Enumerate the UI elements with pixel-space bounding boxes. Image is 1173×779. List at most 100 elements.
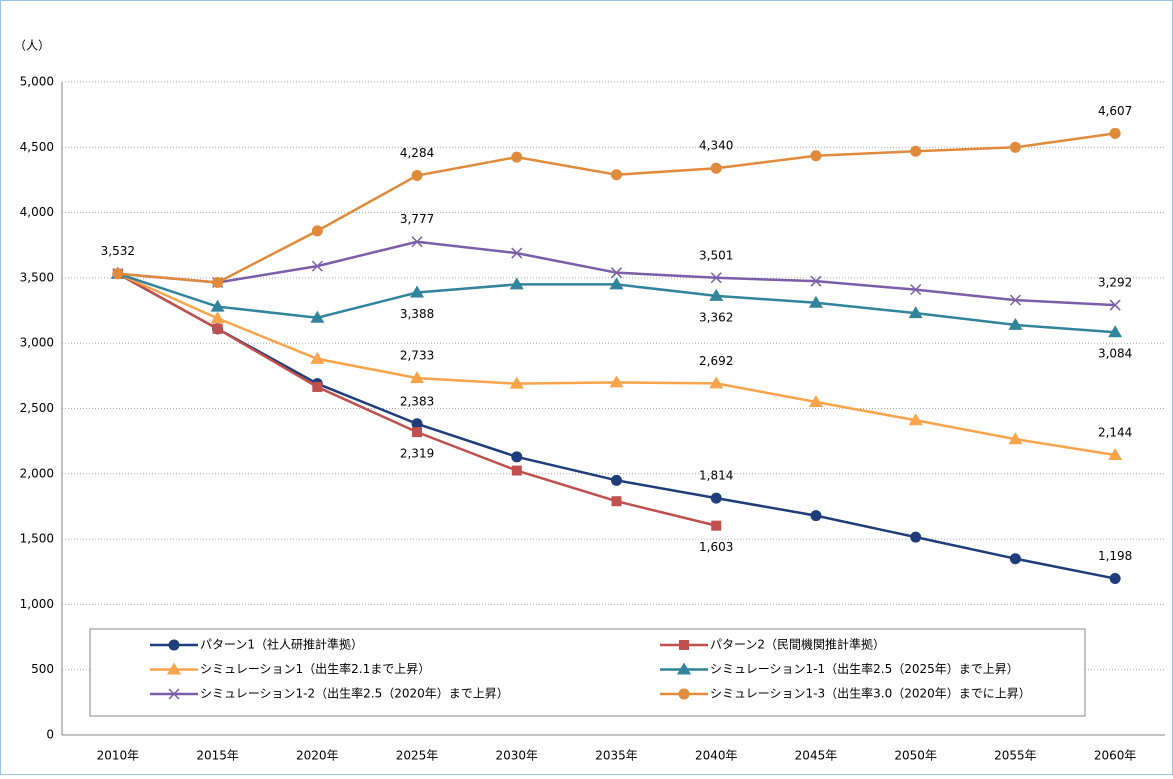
marker — [511, 465, 522, 476]
marker — [310, 351, 325, 364]
y-tick-label: 4,000 — [20, 205, 54, 219]
legend-label: シミュレーション1（出生率2.1まで上昇） — [200, 661, 430, 676]
marker — [710, 272, 722, 284]
y-tick-label: 5,000 — [20, 75, 54, 89]
y-tick-label: 0 — [46, 728, 54, 742]
marker — [210, 311, 225, 324]
marker — [410, 371, 425, 384]
x-tick-label: 2020年 — [296, 749, 339, 763]
y-tick-label: 2,500 — [20, 401, 54, 415]
marker — [210, 299, 225, 312]
marker — [1108, 325, 1123, 338]
data-label: 2,144 — [1098, 425, 1132, 439]
marker — [511, 451, 523, 463]
marker — [709, 288, 724, 301]
marker — [609, 277, 624, 290]
marker — [509, 376, 524, 389]
marker — [310, 310, 325, 323]
marker — [910, 531, 922, 543]
data-label: 3,777 — [400, 212, 434, 226]
marker — [411, 418, 423, 430]
x-tick-label: 2040年 — [695, 749, 738, 763]
legend-item: パターン2（民間機関推計準拠） — [660, 637, 885, 652]
marker — [710, 492, 722, 504]
marker — [511, 247, 523, 259]
legend-label: シミュレーション1-3（出生率3.0（2020年）までに上昇） — [710, 686, 1031, 701]
legend-item: シミュレーション1-2（出生率2.5（2020年）まで上昇） — [150, 686, 509, 701]
data-label: 3,292 — [1098, 276, 1132, 290]
data-label: 4,607 — [1098, 104, 1132, 118]
x-tick-label: 2060年 — [1094, 749, 1137, 763]
x-tick-label: 2025年 — [396, 749, 439, 763]
data-label: 2,319 — [400, 447, 434, 461]
marker — [1109, 127, 1121, 139]
y-tick-label: 1,500 — [20, 532, 54, 546]
marker — [1009, 141, 1021, 153]
x-tick-label: 2035年 — [595, 749, 638, 763]
data-label: 3,501 — [699, 248, 733, 262]
y-tick-label: 3,000 — [20, 336, 54, 350]
marker — [808, 394, 823, 407]
legend-item: シミュレーション1-3（出生率3.0（2020年）までに上昇） — [660, 686, 1031, 701]
y-unit: （人） — [14, 39, 50, 53]
legend-item: パターン1（社人研推計準拠） — [150, 637, 363, 652]
data-label: 4,340 — [699, 139, 733, 153]
y-tick-label: 4,500 — [20, 140, 54, 154]
legend-label: パターン1（社人研推計準拠） — [200, 637, 363, 652]
data-label: 3,388 — [400, 307, 434, 321]
marker — [212, 323, 223, 334]
marker — [679, 640, 689, 650]
marker — [711, 520, 722, 531]
marker — [411, 236, 423, 248]
marker — [910, 284, 922, 296]
marker — [1009, 294, 1021, 306]
marker — [1008, 317, 1023, 330]
marker — [1109, 573, 1121, 585]
marker — [411, 170, 423, 182]
data-label: 1,603 — [699, 540, 733, 554]
marker — [677, 662, 691, 675]
marker — [609, 375, 624, 388]
marker — [311, 260, 323, 272]
x-tick-label: 2045年 — [795, 749, 838, 763]
y-tick-label: 3,500 — [20, 270, 54, 284]
marker — [167, 662, 181, 675]
marker — [410, 285, 425, 298]
marker — [1109, 299, 1121, 311]
marker — [611, 169, 622, 181]
marker — [1008, 432, 1023, 445]
marker — [710, 162, 722, 174]
marker — [168, 688, 180, 700]
marker — [810, 275, 822, 287]
marker — [312, 381, 323, 392]
legend-item: シミュレーション1-1（出生率2.5（2025年）まで上昇） — [660, 661, 1019, 676]
marker — [908, 306, 923, 319]
legend-item: シミュレーション1（出生率2.1まで上昇） — [150, 661, 430, 676]
data-label: 2,383 — [400, 394, 434, 408]
marker — [1009, 553, 1021, 565]
marker — [112, 268, 124, 280]
data-label: 3,084 — [1098, 347, 1132, 361]
marker — [810, 510, 822, 522]
x-tick-label: 2030年 — [495, 749, 538, 763]
data-label: 3,532 — [101, 244, 135, 258]
y-tick-label: 2,000 — [20, 466, 54, 480]
legend-label: シミュレーション1-1（出生率2.5（2025年）まで上昇） — [710, 661, 1019, 676]
x-tick-label: 2055年 — [994, 749, 1037, 763]
legend-label: シミュレーション1-2（出生率2.5（2020年）まで上昇） — [200, 686, 509, 701]
y-tick-label: 500 — [31, 662, 54, 676]
marker — [168, 639, 180, 651]
y-tick-label: 1,000 — [20, 597, 54, 611]
data-label: 1,814 — [699, 469, 733, 483]
marker — [511, 151, 523, 163]
marker — [311, 225, 323, 237]
marker — [808, 295, 823, 308]
marker — [611, 496, 622, 507]
x-tick-label: 2015年 — [196, 749, 239, 763]
data-label: 4,284 — [400, 146, 434, 160]
x-tick-label: 2050年 — [894, 749, 937, 763]
marker — [412, 427, 423, 438]
marker — [709, 376, 724, 389]
